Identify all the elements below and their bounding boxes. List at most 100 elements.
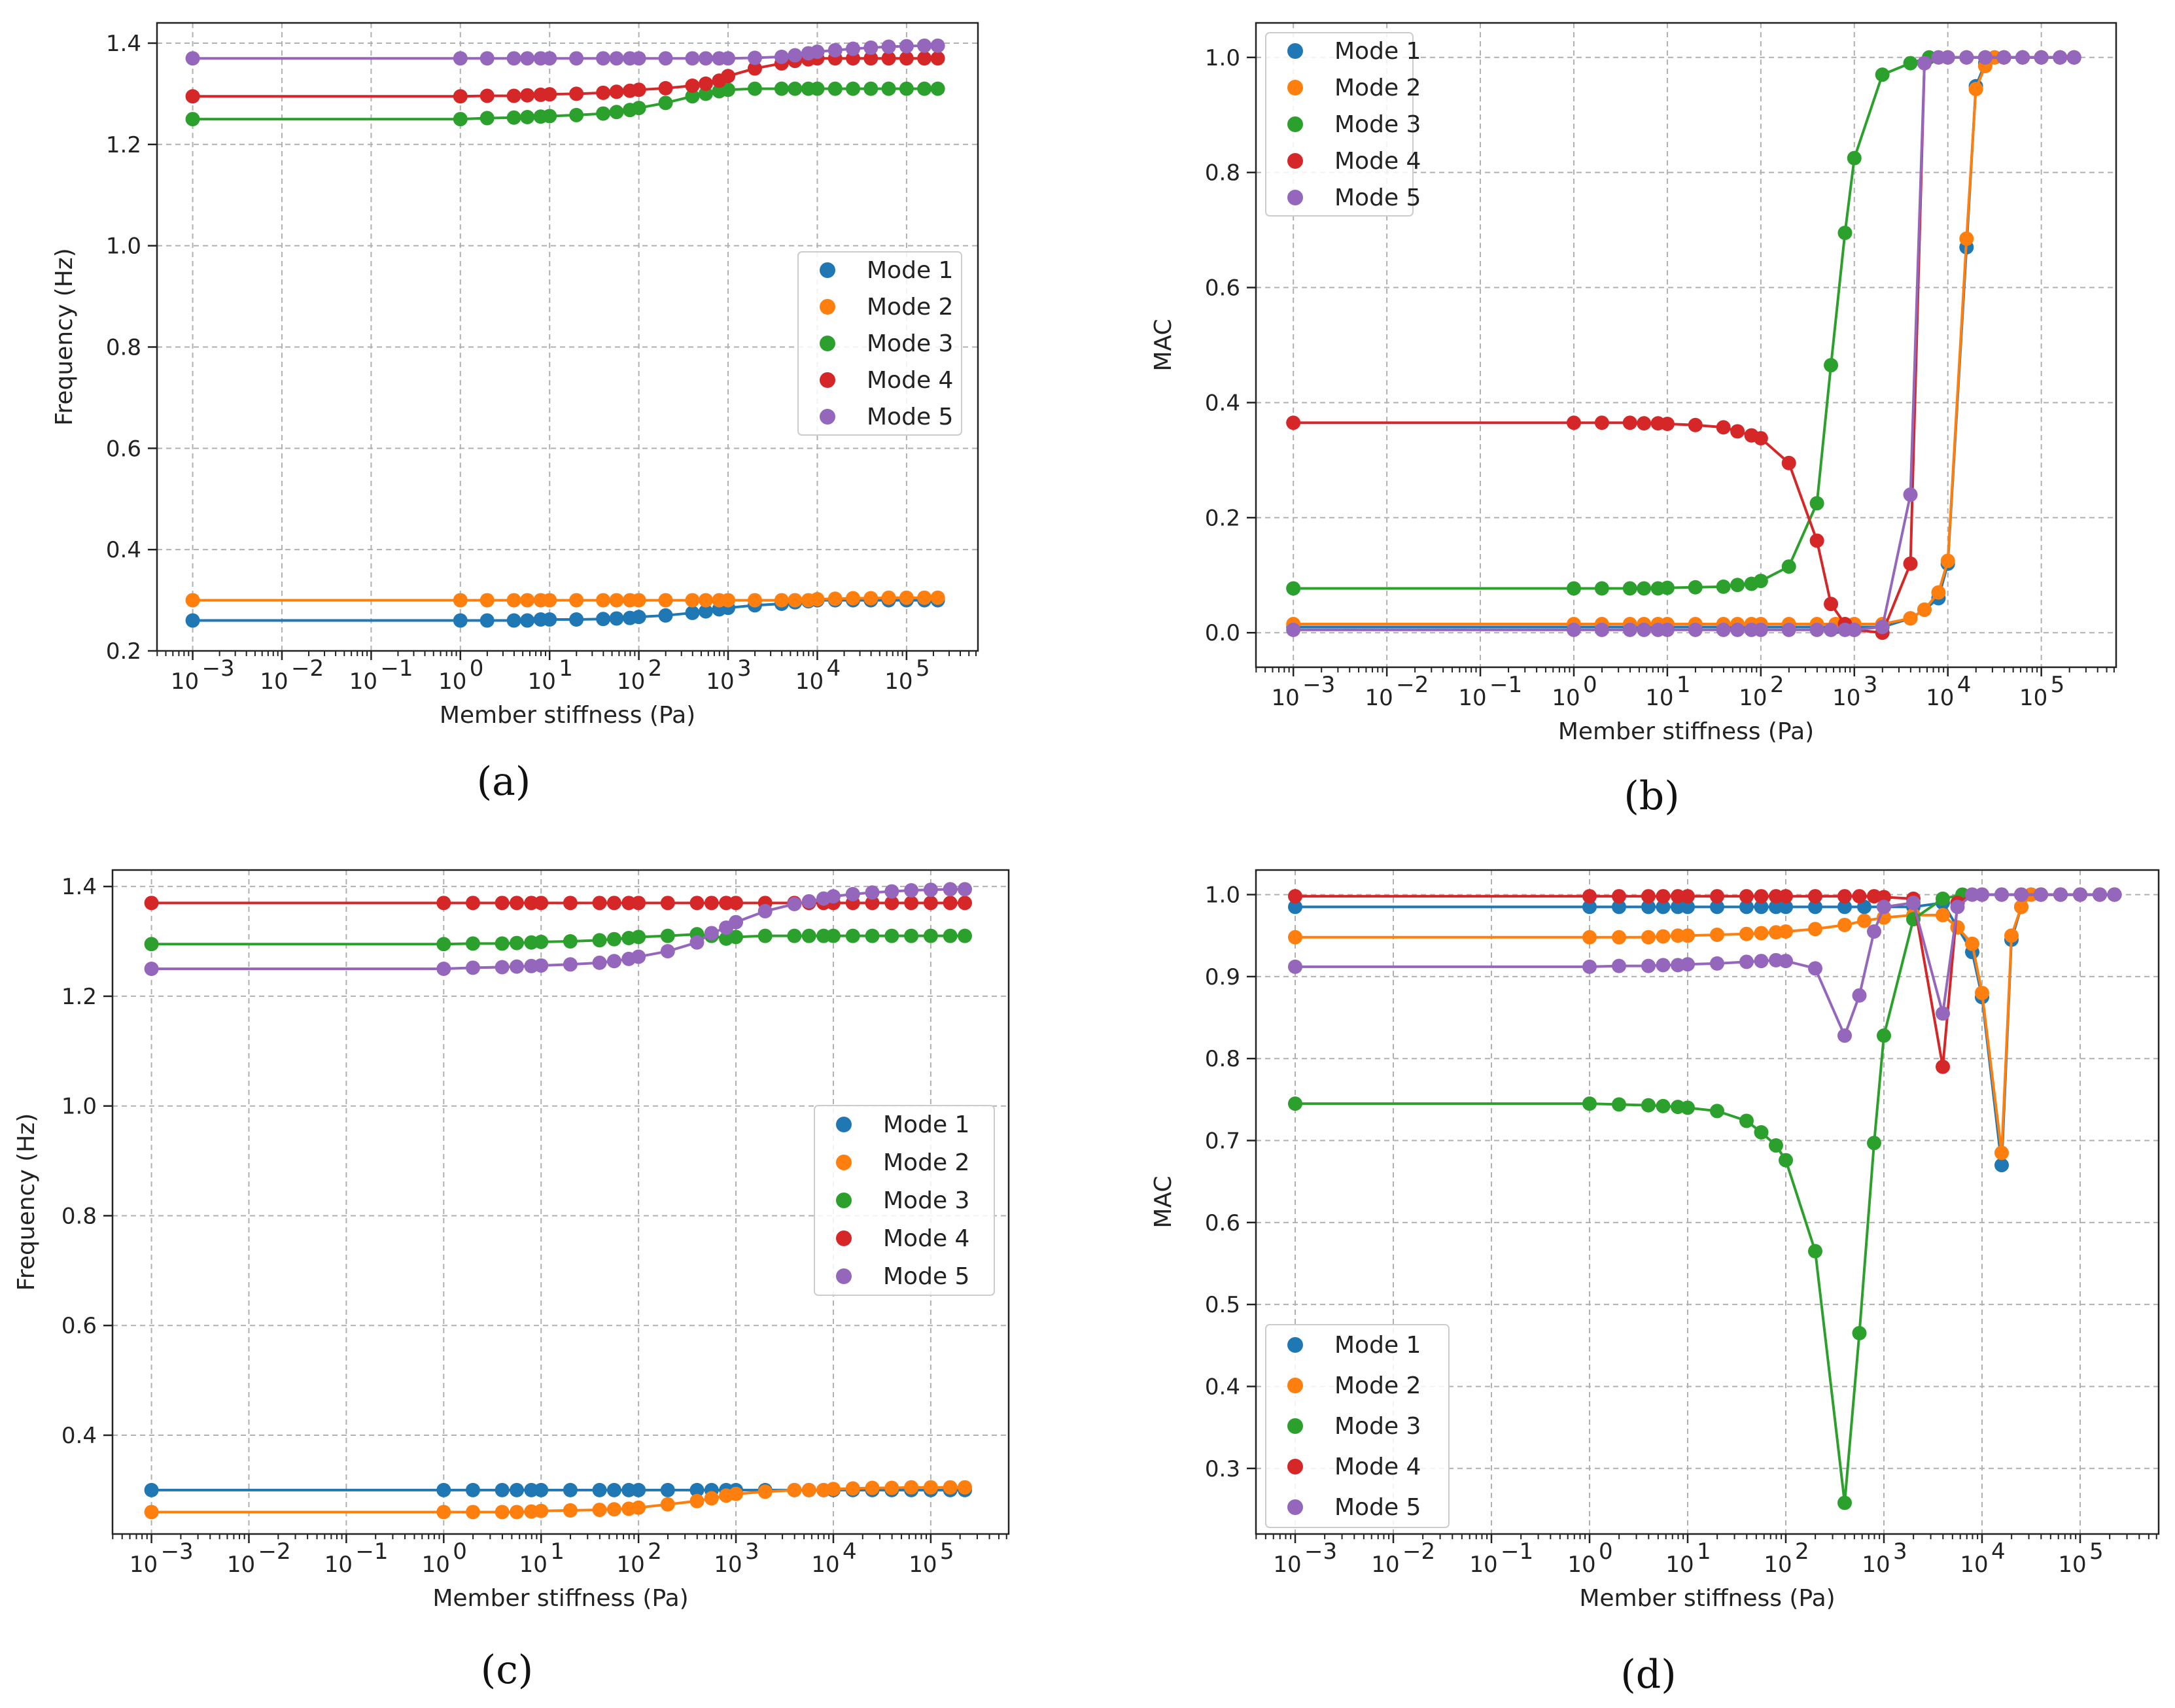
data-point-mode-5 — [1594, 622, 1609, 637]
data-point-mode-4 — [1622, 415, 1637, 430]
legend-label-mode-4: Mode 4 — [867, 367, 953, 394]
data-point-mode-5 — [884, 884, 899, 899]
data-point-mode-2 — [631, 593, 646, 608]
data-point-mode-5 — [658, 51, 673, 66]
y-tick-label: 0.4 — [1205, 1374, 1240, 1400]
data-point-mode-3 — [1286, 581, 1301, 596]
data-point-mode-1 — [609, 611, 624, 626]
data-point-mode-4 — [1877, 890, 1891, 905]
x-axis-title: Member stiffness (Pa) — [1579, 1585, 1835, 1612]
data-point-mode-1 — [144, 1482, 159, 1497]
x-tick-exponent: 1 — [1697, 1539, 1711, 1565]
data-point-mode-4 — [689, 896, 705, 911]
data-point-mode-4 — [698, 76, 713, 91]
y-axis-title: Frequency (Hz) — [13, 1113, 40, 1291]
data-point-mode-1 — [1808, 899, 1822, 915]
x-tick-exponent: 4 — [843, 1539, 857, 1565]
data-point-mode-3 — [1769, 1138, 1783, 1153]
x-tick-exponent: 4 — [826, 655, 841, 682]
data-point-mode-5 — [1903, 487, 1918, 502]
plot-frame — [1255, 22, 2117, 669]
data-point-mode-2 — [721, 593, 736, 608]
data-point-mode-1 — [436, 1482, 451, 1497]
data-point-mode-3 — [495, 936, 510, 951]
data-point-mode-5 — [865, 885, 880, 900]
data-point-mode-4 — [747, 61, 762, 76]
x-tick-exponent: 1 — [550, 1539, 565, 1565]
data-point-mode-2 — [899, 590, 914, 605]
data-point-mode-1 — [689, 1482, 705, 1497]
data-point-mode-3 — [1877, 1028, 1891, 1043]
data-point-mode-5 — [826, 889, 841, 904]
panel-label-d: (d) — [1620, 1652, 1676, 1698]
data-point-mode-4 — [631, 82, 646, 97]
data-point-mode-3 — [1594, 581, 1609, 596]
data-point-mode-2 — [509, 1505, 524, 1520]
data-point-mode-1 — [569, 612, 584, 627]
data-point-mode-2 — [1917, 602, 1932, 618]
data-point-mode-5 — [534, 958, 549, 973]
x-tick-label: 10 — [1926, 685, 1954, 711]
y-tick-label: 0.7 — [1205, 1128, 1240, 1155]
legend-label-mode-1: Mode 1 — [883, 1111, 969, 1138]
data-point-mode-3 — [185, 112, 200, 127]
x-tick-exponent: 1 — [559, 655, 573, 682]
data-point-mode-1 — [1837, 899, 1852, 915]
data-point-mode-1 — [685, 605, 700, 620]
data-point-mode-2 — [904, 1480, 919, 1495]
data-point-mode-5 — [660, 944, 675, 959]
data-point-mode-5 — [1877, 899, 1891, 915]
data-point-mode-1 — [509, 1482, 524, 1497]
x-tick-exponent: −1 — [1489, 672, 1522, 698]
x-tick-exponent: 2 — [648, 1539, 662, 1565]
data-point-mode-1 — [592, 1482, 607, 1497]
data-point-mode-1 — [660, 1482, 675, 1497]
data-point-mode-3 — [1288, 1096, 1302, 1111]
data-point-mode-5 — [2107, 887, 2122, 902]
data-point-mode-1 — [534, 1482, 549, 1497]
data-point-mode-5 — [1847, 622, 1862, 637]
data-point-mode-4 — [569, 86, 584, 101]
data-point-mode-3 — [810, 81, 825, 96]
legend-label-mode-3: Mode 3 — [1334, 1413, 1421, 1440]
data-point-mode-5 — [2053, 50, 2068, 65]
data-point-mode-5 — [1612, 958, 1626, 973]
data-point-mode-4 — [506, 88, 521, 103]
plot-frame — [111, 869, 1010, 1535]
legend-label-mode-2: Mode 2 — [867, 294, 953, 321]
y-axis-title: MAC — [1150, 1176, 1177, 1228]
data-point-mode-3 — [596, 106, 611, 121]
data-point-mode-4 — [495, 896, 510, 911]
data-point-mode-1 — [1680, 899, 1695, 915]
data-point-mode-5 — [923, 882, 938, 898]
x-axis-title: Member stiffness (Pa) — [440, 702, 695, 729]
data-point-mode-5 — [592, 955, 607, 970]
panel-label-b: (b) — [1624, 773, 1679, 819]
data-point-mode-2 — [1710, 927, 1724, 942]
data-point-mode-3 — [698, 86, 713, 101]
y-tick-label: 1.4 — [106, 31, 141, 57]
panel-c-chart: 10 −3 10 −2 10 −1 10 0 10 1 10 2 10 3 10 4 10 50.40.60.81… — [13, 869, 1010, 1612]
data-point-mode-3 — [1582, 1096, 1597, 1111]
x-tick-exponent: −3 — [1302, 672, 1335, 698]
data-point-mode-3 — [1781, 559, 1796, 574]
data-point-mode-3 — [1903, 56, 1918, 71]
panel-b-chart: 10 −3 10 −2 10 −1 10 0 10 1 10 2 10 3 10 4 10 50.00.20.40… — [1150, 22, 2117, 745]
data-point-mode-5 — [2093, 887, 2107, 902]
x-tick-label: 10 — [227, 1552, 255, 1578]
data-point-mode-3 — [863, 81, 879, 96]
x-tick-exponent: −3 — [202, 655, 235, 682]
data-point-mode-5 — [917, 38, 932, 53]
data-point-mode-2 — [689, 1493, 705, 1508]
data-point-mode-2 — [569, 593, 584, 608]
data-point-mode-5 — [1852, 988, 1867, 1003]
data-point-mode-4 — [596, 85, 611, 100]
legend-marker-mode-1 — [836, 1117, 852, 1132]
data-point-mode-4 — [1566, 415, 1581, 430]
data-point-mode-4 — [520, 88, 535, 103]
data-point-mode-1 — [185, 613, 200, 628]
data-point-mode-5 — [479, 51, 495, 66]
legend-label-mode-4: Mode 4 — [883, 1225, 969, 1252]
data-point-mode-1 — [1288, 899, 1302, 915]
data-point-mode-2 — [845, 1481, 860, 1496]
